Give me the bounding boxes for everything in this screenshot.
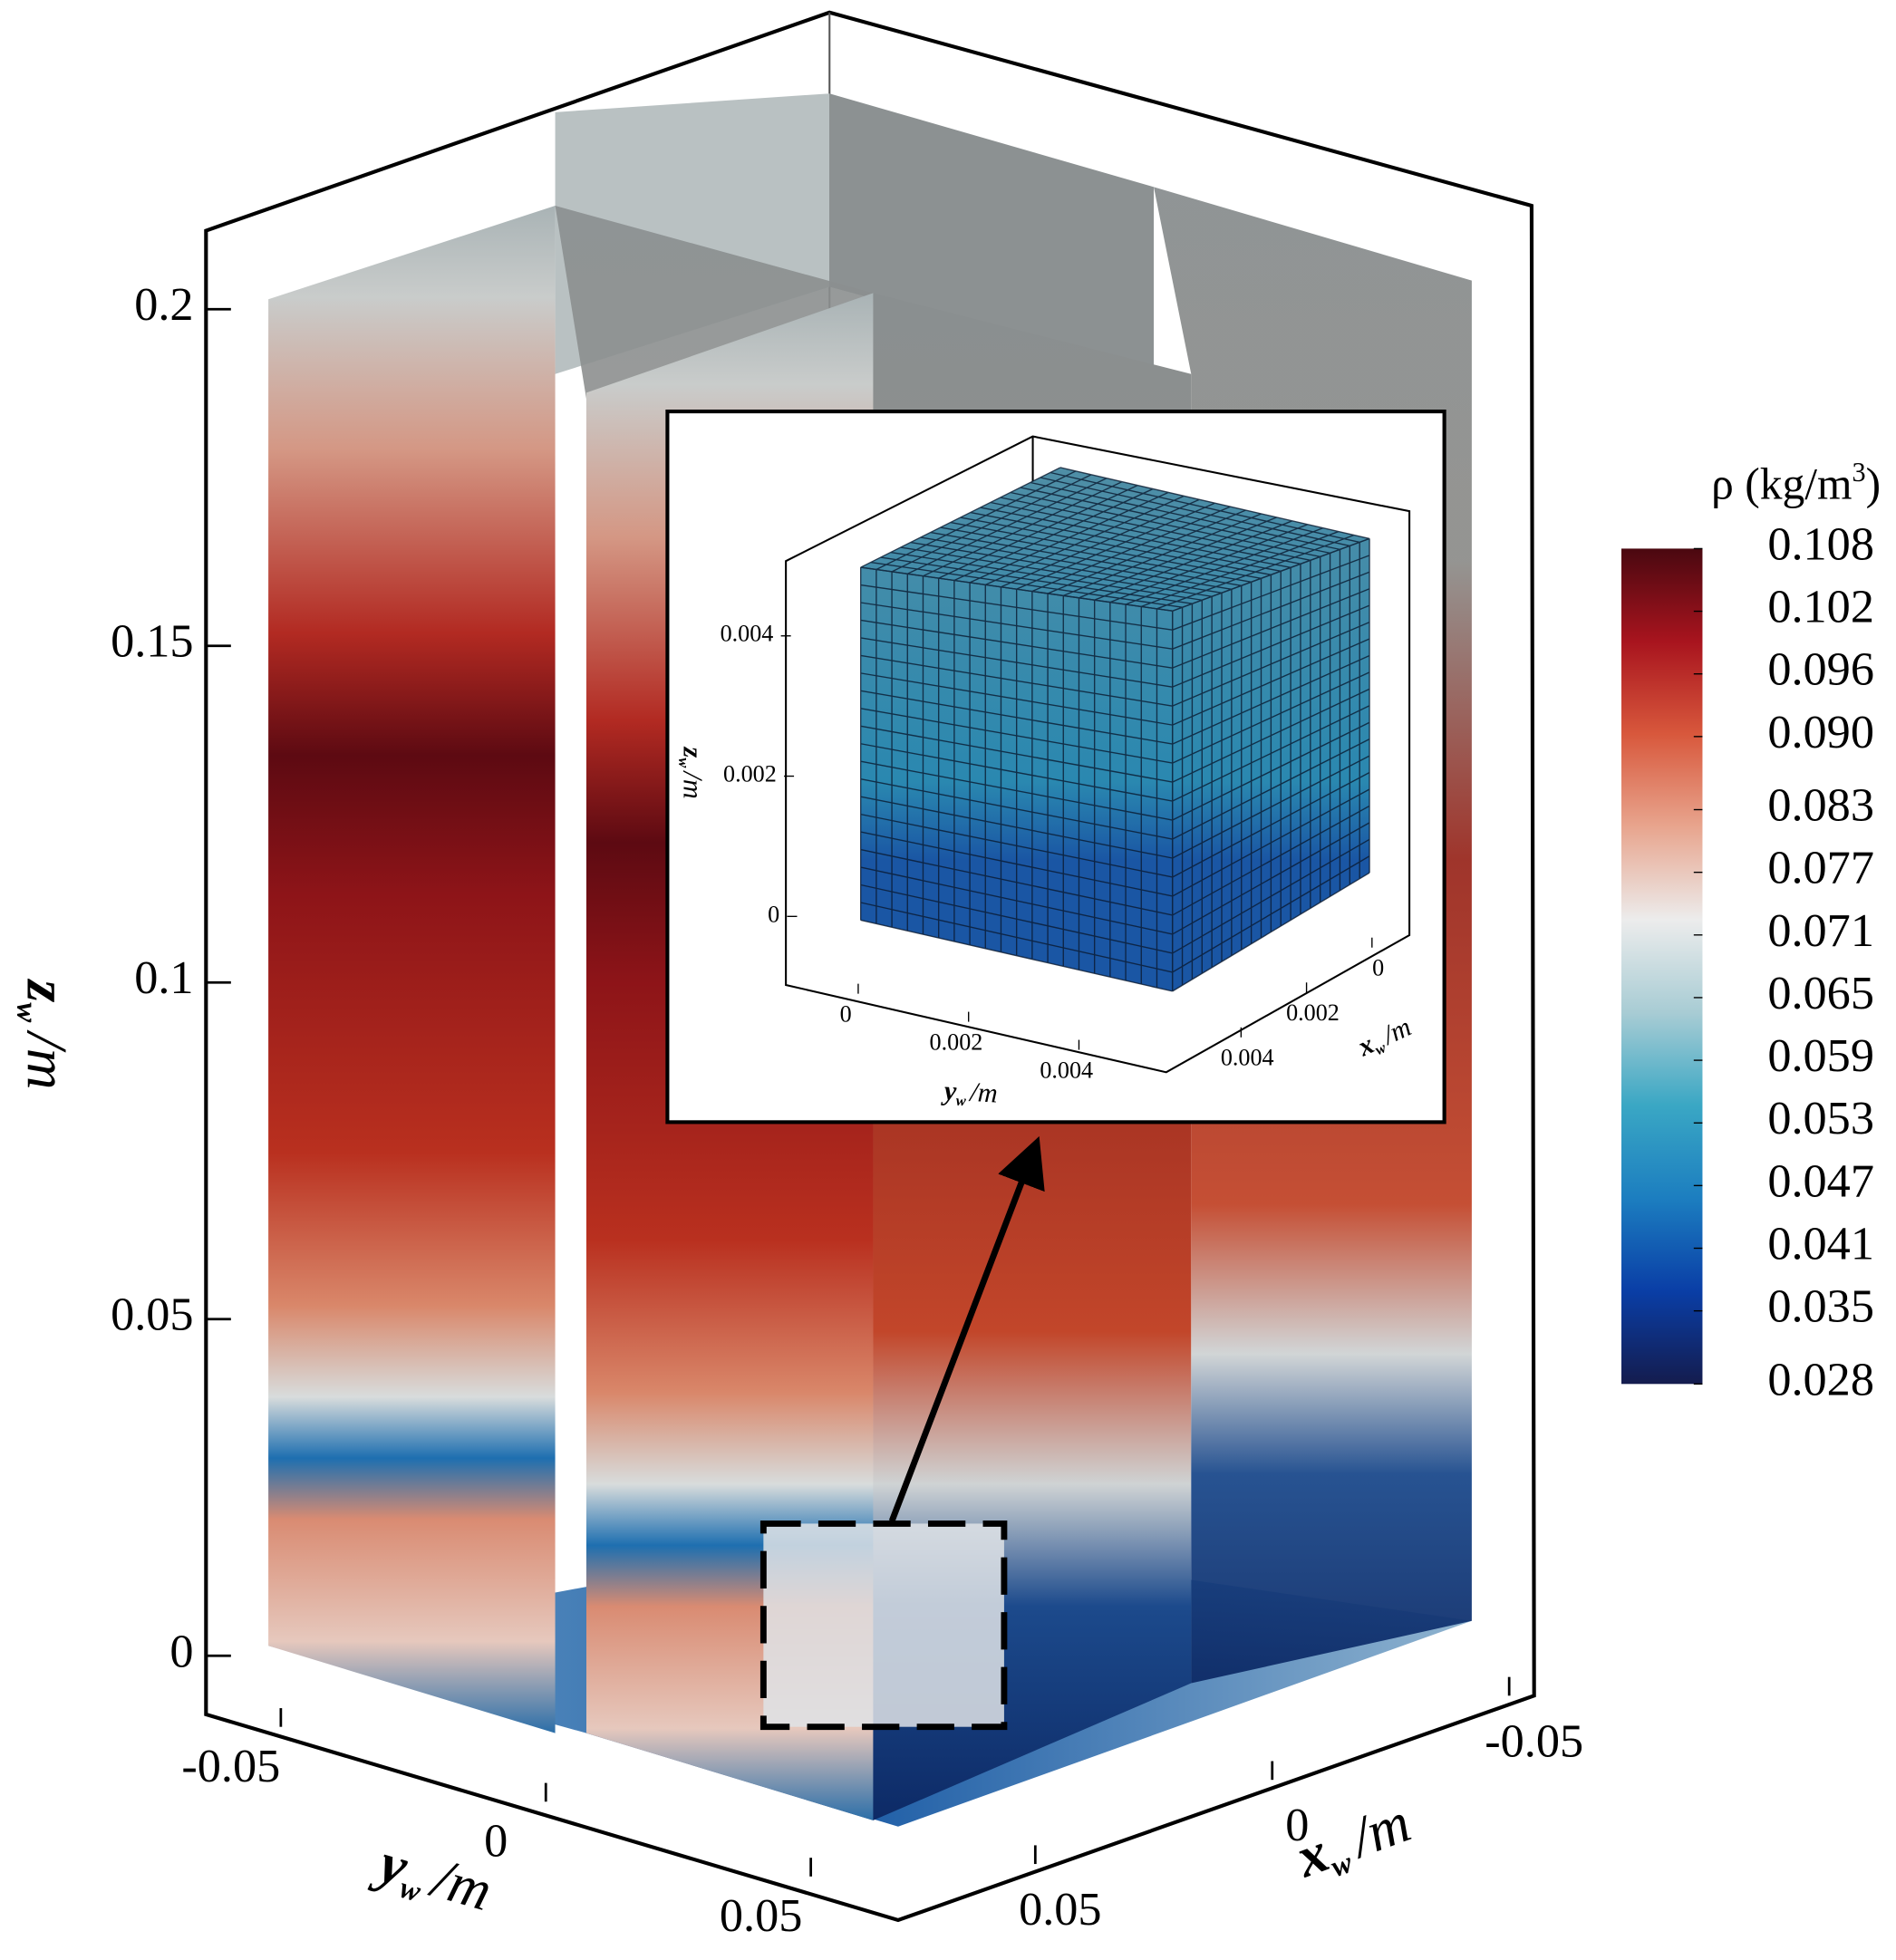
- tick-label: -0.05: [1485, 1714, 1583, 1767]
- colorbar-tick-label: 0.090: [1767, 706, 1874, 758]
- tick-label: 0.004: [1221, 1045, 1274, 1071]
- tick-label: 0: [1285, 1799, 1309, 1851]
- colorbar: [1621, 548, 1703, 1385]
- tick-label: 0.002: [723, 761, 777, 787]
- inset-z-label: zw/m: [675, 746, 709, 798]
- colorbar-tick-label: 0.102: [1767, 581, 1874, 633]
- colorbar-tick-label: 0.041: [1767, 1218, 1874, 1270]
- tick-label: 0.004: [1040, 1057, 1093, 1083]
- colorbar-tick-label: 0.047: [1767, 1154, 1874, 1207]
- tick-label: 0.05: [111, 1289, 193, 1341]
- inset-y-label: yw/m: [940, 1075, 999, 1111]
- colorbar-tick-label: 0.059: [1767, 1029, 1874, 1082]
- tick-label: -0.05: [181, 1740, 280, 1792]
- inset: 0 0.002 0.004 0 0.002 0.004 0 0.002 0.004: [665, 410, 1446, 1125]
- tick-label: 0: [1372, 954, 1384, 980]
- colorbar-tick-label: 0.071: [1767, 904, 1874, 957]
- colorbar-tick-label: 0.028: [1767, 1353, 1874, 1405]
- colorbar-tick-label: 0.053: [1767, 1092, 1874, 1144]
- tick-label: 0: [840, 1000, 852, 1027]
- colorbar-tick-label: 0.077: [1767, 842, 1874, 894]
- colorbar-title: ρ (kg/m3): [1711, 457, 1881, 508]
- tick-label: 0.05: [720, 1889, 802, 1942]
- colorbar-tick-label: 0.108: [1767, 517, 1874, 570]
- tick-label: 0.004: [721, 621, 774, 647]
- y-axis-label: yw/m: [365, 1830, 498, 1927]
- tick-label: 0: [768, 901, 779, 927]
- colorbar-tick-label: 0.065: [1767, 967, 1874, 1019]
- tick-label: 0.05: [1019, 1883, 1101, 1936]
- colorbar-tick-label: 0.083: [1767, 779, 1874, 832]
- tick-label: 0.1: [134, 951, 193, 1004]
- tick-label: 0: [169, 1625, 193, 1677]
- tick-label: 0.15: [111, 615, 193, 668]
- tick-label: 0: [484, 1814, 508, 1867]
- colorbar-tick-label: 0.096: [1767, 643, 1874, 696]
- colorbar-tick-label: 0.035: [1767, 1280, 1874, 1333]
- tick-label: 0.002: [930, 1028, 983, 1055]
- tick-label: 0.002: [1286, 999, 1340, 1026]
- tick-label: 0.2: [134, 278, 193, 331]
- zoom-marker: [759, 1135, 1045, 1731]
- z-axis-label: zw/m: [11, 979, 79, 1090]
